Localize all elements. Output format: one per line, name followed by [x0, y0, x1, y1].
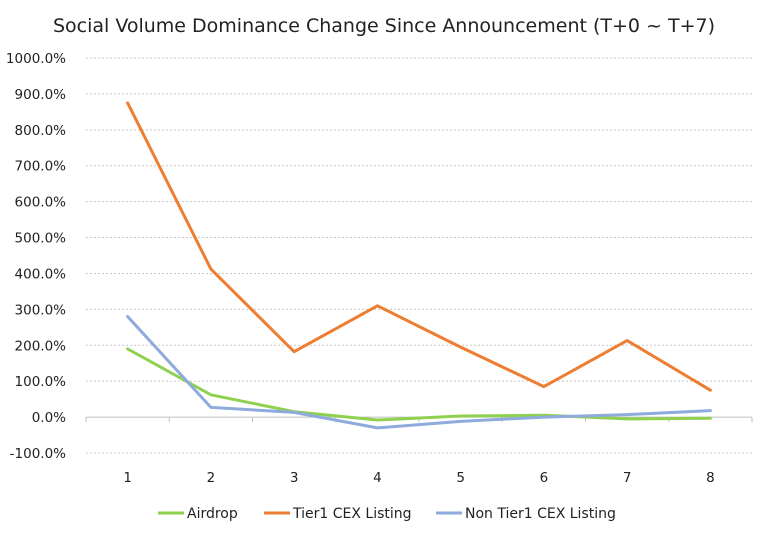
series-lines: [126, 101, 712, 430]
x-tick-label: 8: [706, 470, 715, 486]
y-tick-label: 800.0%: [15, 123, 67, 139]
y-tick-label: 200.0%: [15, 338, 67, 354]
y-tick-label: 100.0%: [15, 374, 67, 390]
y-tick-label: -100.0%: [10, 446, 67, 462]
y-tick-label: 300.0%: [15, 302, 67, 318]
chart-title: Social Volume Dominance Change Since Ann…: [53, 15, 715, 37]
y-tick-label: 0.0%: [32, 410, 66, 426]
x-axis-ticks: 1 2 3 4 5 6 7 8: [123, 470, 714, 486]
legend-label: Non Tier1 CEX Listing: [465, 506, 616, 522]
x-tick-label: 4: [373, 470, 382, 486]
y-tick-label: 600.0%: [15, 195, 67, 211]
series-line-2: [126, 101, 712, 392]
y-tick-label: 1000.0%: [6, 51, 66, 67]
grid-lines: [86, 57, 752, 454]
legend: Airdrop Tier1 CEX Listing Non Tier1 CEX Li…: [158, 506, 616, 522]
y-tick-label: 400.0%: [15, 266, 67, 282]
series-line-1: [126, 347, 712, 422]
y-tick-label: 900.0%: [15, 87, 67, 103]
x-tick-label: 7: [623, 470, 632, 486]
y-tick-label: 700.0%: [15, 159, 67, 175]
x-tick-label: 5: [456, 470, 465, 486]
legend-label: Airdrop: [187, 506, 238, 522]
x-tick-label: 2: [207, 470, 216, 486]
x-tick-label: 3: [290, 470, 299, 486]
y-axis-ticks: 1000.0% 900.0% 800.0% 700.0% 600.0% 500.0% 400…: [6, 51, 66, 462]
legend-label: Tier1 CEX Listing: [292, 506, 412, 522]
x-tick-label: 6: [540, 470, 549, 486]
y-tick-label: 500.0%: [15, 231, 67, 247]
x-tick-label: 1: [123, 470, 132, 486]
series-line-3: [126, 315, 712, 430]
